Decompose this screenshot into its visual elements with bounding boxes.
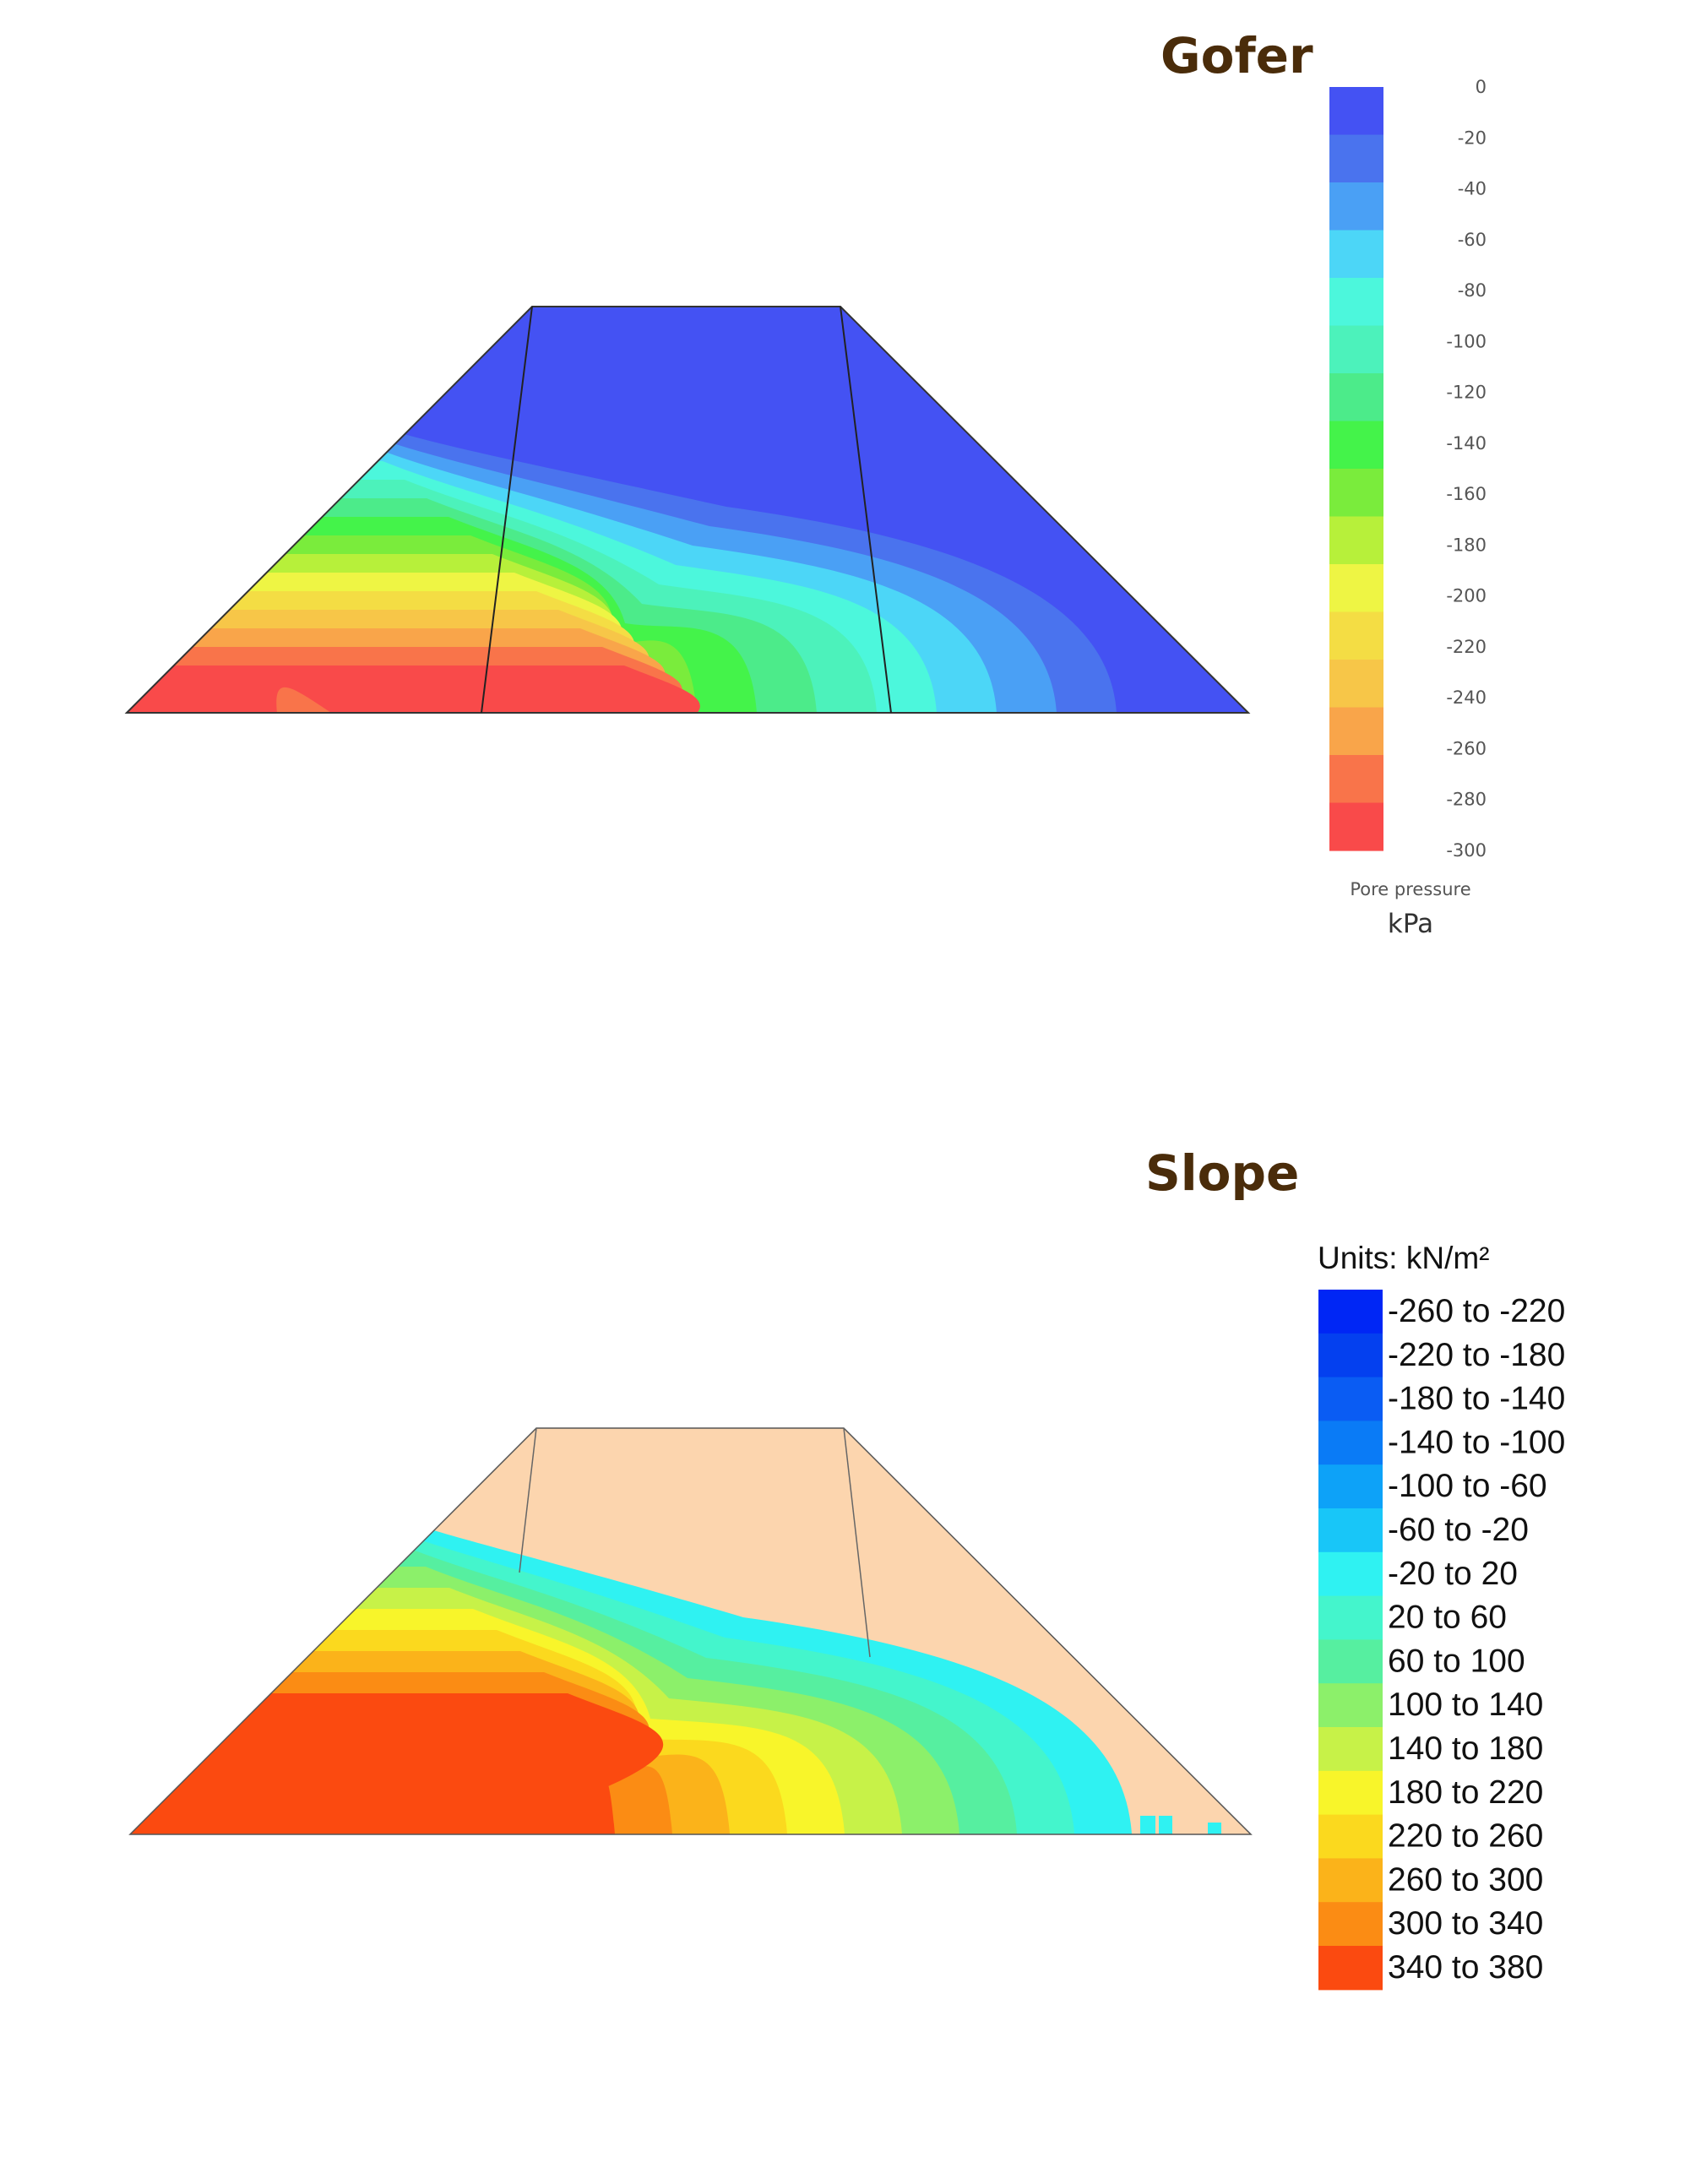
slope-legend-swatch — [1318, 1508, 1383, 1553]
slope-legend-swatch — [1318, 1902, 1383, 1947]
slope-legend-swatch — [1318, 1377, 1383, 1421]
slope-legend-label: 140 to 180 — [1388, 1730, 1543, 1767]
gofer-legend-swatch — [1329, 421, 1383, 470]
gofer-legend-tick: -200 — [1446, 586, 1487, 606]
slope-legend-swatch — [1318, 1333, 1383, 1378]
gofer-legend-swatch — [1329, 707, 1383, 756]
slope-legend-swatch — [1318, 1727, 1383, 1772]
gofer-legend-swatch — [1329, 373, 1383, 422]
gofer-legend-tick: -220 — [1446, 637, 1487, 657]
slope-legend-label: -180 to -140 — [1388, 1381, 1565, 1417]
gofer-legend-unit: kPa — [1388, 909, 1433, 939]
slope-legend-label: 260 to 300 — [1388, 1861, 1543, 1898]
gofer-legend-swatch — [1329, 134, 1383, 183]
slope-legend-swatch — [1318, 1551, 1383, 1597]
slope-legend-swatch — [1318, 1858, 1383, 1903]
slope-seepage-patch — [1208, 1823, 1221, 1834]
slope-legend-swatch — [1318, 1814, 1383, 1859]
slope-core-boundary-left — [519, 1427, 537, 1573]
gofer-legend-tick: -180 — [1446, 535, 1487, 555]
slope-legend-swatch — [1318, 1639, 1383, 1684]
gofer-legend-swatch — [1329, 611, 1383, 660]
gofer-legend-swatch — [1329, 660, 1383, 709]
gofer-core-boundary-left — [481, 306, 533, 714]
slope-legend-label: 180 to 220 — [1388, 1774, 1543, 1811]
slope-legend-swatch — [1318, 1421, 1383, 1465]
gofer-legend-tick: -100 — [1446, 331, 1487, 351]
gofer-legend-swatch — [1329, 564, 1383, 613]
gofer-legend-tick: -60 — [1458, 230, 1487, 250]
slope-legend-swatch — [1318, 1683, 1383, 1728]
slope-legend-label: -220 to -180 — [1388, 1337, 1565, 1373]
gofer-legend-swatch — [1329, 182, 1383, 231]
slope-core-boundary-right — [843, 1427, 871, 1658]
slope-legend-swatch — [1318, 1770, 1383, 1816]
gofer-legend-swatch — [1329, 469, 1383, 518]
gofer-dam-model — [124, 306, 1251, 714]
slope-legend-units: Units: kN/m² — [1318, 1241, 1490, 1275]
slope-legend-label: 340 to 380 — [1388, 1949, 1543, 1986]
slope-title: Slope — [1145, 1144, 1300, 1202]
slope-legend-swatch — [1318, 1464, 1383, 1509]
slope-legend-label: -140 to -100 — [1388, 1424, 1565, 1460]
gofer-legend-tick: -20 — [1458, 128, 1487, 148]
gofer-legend-swatch — [1329, 802, 1383, 851]
gofer-legend-swatch — [1329, 230, 1383, 279]
gofer-legend-tick: -120 — [1446, 383, 1487, 403]
slope-dam-model — [128, 1427, 1253, 1835]
slope-legend-label: 300 to 340 — [1388, 1905, 1543, 1942]
gofer-legend-tick: -40 — [1458, 179, 1487, 199]
gofer-legend-tick: -300 — [1446, 840, 1487, 861]
slope-pressure-band — [130, 1693, 664, 1834]
slope-legend-label: 100 to 140 — [1388, 1687, 1543, 1723]
gofer-legend-tick: -80 — [1458, 280, 1487, 301]
gofer-legend-caption: Pore pressure — [1350, 879, 1470, 899]
slope-legend-label: -20 to 20 — [1388, 1556, 1518, 1592]
gofer-legend-swatch — [1329, 87, 1383, 136]
gofer-legend-tick: -280 — [1446, 790, 1487, 810]
slope-legend-swatch — [1318, 1595, 1383, 1640]
gofer-legend-tick: 0 — [1476, 77, 1487, 97]
slope-legend-swatch — [1318, 1290, 1383, 1334]
gofer-legend-swatch — [1329, 755, 1383, 804]
gofer-legend-swatch — [1329, 325, 1383, 374]
gofer-legend-tick: -240 — [1446, 687, 1487, 708]
gofer-pressure-band — [127, 666, 700, 713]
gofer-title: Gofer — [1160, 27, 1313, 84]
slope-seepage-patch — [1140, 1816, 1155, 1834]
gofer-legend: 0 -20 -40 -60 -80 -100 -120 -140 -160 -180 -200 -22… — [1329, 77, 1487, 939]
gofer-legend-tick: -140 — [1446, 433, 1487, 454]
slope-legend-label: -60 to -20 — [1388, 1512, 1529, 1548]
slope-legend-label: -100 to -60 — [1388, 1468, 1547, 1504]
slope-legend-label: 60 to 100 — [1388, 1643, 1525, 1679]
gofer-legend-swatch — [1329, 516, 1383, 565]
slope-legend: Units: kN/m² -260 to -220 -220 to -180 -18… — [1318, 1241, 1565, 1991]
gofer-legend-swatch — [1329, 278, 1383, 327]
slope-legend-label: -260 to -220 — [1388, 1293, 1565, 1329]
slope-legend-swatch — [1318, 1946, 1383, 1991]
slope-seepage-patch — [1159, 1816, 1172, 1834]
gofer-legend-tick: -160 — [1446, 484, 1487, 504]
gofer-core-boundary-right — [840, 306, 892, 714]
gofer-legend-tick: -260 — [1446, 738, 1487, 758]
slope-legend-label: 20 to 60 — [1388, 1600, 1507, 1636]
slope-legend-label: 220 to 260 — [1388, 1818, 1543, 1855]
